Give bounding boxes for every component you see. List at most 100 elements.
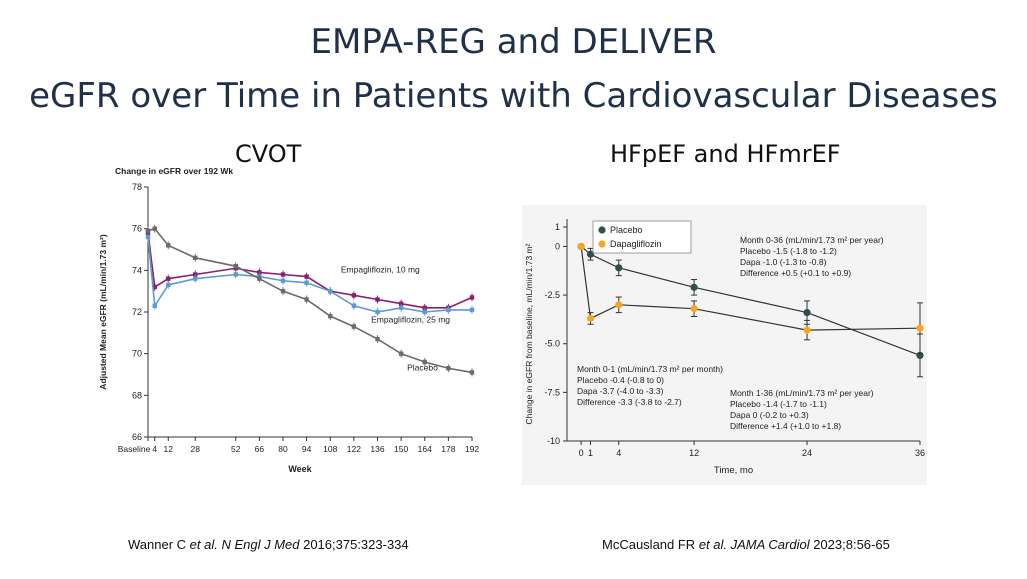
series-placebo-point	[422, 359, 427, 365]
series-empa10-point	[152, 284, 157, 290]
series-placebo-point	[166, 243, 171, 248]
x-tick-label: 12	[689, 448, 699, 458]
series-empa25-point	[166, 282, 171, 288]
citation-right-journal: et al. JAMA Cardiol	[698, 537, 810, 552]
series-empa25-point	[328, 288, 333, 294]
series-empa25-point	[375, 309, 380, 315]
series-placebo-point	[257, 276, 262, 281]
y-tick-label: 78	[132, 182, 142, 192]
slide-title-line2: eGFR over Time in Patients with Cardiova…	[29, 76, 998, 116]
series-empa25-point	[469, 307, 475, 313]
x-axis-label: Time, mo	[714, 465, 753, 476]
x-tick-label: 94	[302, 444, 312, 454]
series-placebo-point	[690, 283, 698, 291]
series-empa25-point	[351, 303, 357, 308]
y-axis-label: Adjusted Mean eGFR (mL/min/1.73 m²)	[98, 234, 108, 390]
annotation-month-0-1-line: Dapa -3.7 (-4.0 to -3.3)	[577, 386, 664, 396]
citation-right-authors: McCausland FR	[602, 537, 699, 552]
series-empa25-point	[304, 280, 309, 286]
y-tick-label: -5.0	[544, 339, 560, 349]
y-tick-label: 72	[132, 307, 142, 317]
series-placebo-line	[147, 227, 473, 374]
series-empa10-point	[375, 297, 380, 302]
annotation-empa10: Empagliflozin, 10 mg	[341, 264, 420, 274]
series-empa10-point	[280, 272, 286, 277]
y-tick-label: 70	[132, 349, 142, 359]
x-tick-label: 66	[255, 444, 265, 454]
series-dapagliflozin-point	[803, 326, 811, 334]
series-placebo-point	[233, 263, 238, 269]
citation-left-details: 2016;375:323-334	[299, 537, 409, 552]
y-tick-label: 1	[555, 222, 560, 232]
citation-left: Wanner C et al. N Engl J Med 2016;375:32…	[128, 537, 409, 552]
series-dapagliflozin-point	[916, 324, 924, 332]
series-empa10-line	[147, 232, 473, 309]
x-tick-label: 4	[152, 444, 157, 454]
x-tick-label: 1	[588, 448, 593, 458]
x-axis-label: Week	[288, 464, 312, 474]
annotation-month-0-36-line: Difference +0.5 (+0.1 to +0.9)	[740, 268, 851, 278]
series-empa25-point	[193, 276, 198, 281]
series-empa10-point	[193, 272, 198, 277]
x-tick-label: 108	[323, 444, 337, 454]
x-tick-label: 0	[579, 448, 584, 458]
x-tick-label: 122	[347, 444, 361, 454]
series-dapagliflozin-point	[586, 314, 595, 323]
annotation-month-0-36-line: Placebo -1.5 (-1.8 to -1.2)	[740, 246, 837, 256]
annotation-month-1-36-line: Difference +1.4 (+1.0 to +1.8)	[730, 421, 841, 431]
subtitle-cvot: CVOT	[235, 140, 302, 168]
series-empa10-point	[398, 301, 404, 306]
x-tick-label: 28	[191, 444, 201, 454]
series-dapagliflozin-line	[580, 246, 921, 331]
x-tick-label: 164	[418, 444, 432, 454]
y-axis-label: Change in eGFR from baseline, mL/min/1.7…	[524, 243, 534, 424]
series-placebo-point	[398, 351, 404, 356]
y-tick-label: 0	[555, 241, 560, 251]
y-tick-label: -10	[547, 436, 560, 446]
series-dapagliflozin-point	[690, 305, 698, 313]
annotation-empa25: Empagliflozin, 25 mg	[371, 314, 450, 324]
series-empa25-point	[280, 278, 286, 283]
series-placebo-point	[803, 309, 811, 317]
series-empa25-point	[422, 309, 427, 315]
series-placebo-point	[586, 250, 595, 258]
y-tick-label: 74	[132, 265, 142, 275]
x-tick-label: 36	[915, 448, 925, 458]
series-empa10-point	[166, 276, 171, 281]
x-tick-label: 192	[465, 444, 479, 454]
annotation-placebo: Placebo	[407, 362, 438, 372]
series-empa25-point	[398, 305, 404, 311]
annotation-month-0-36-line: Dapa -1.0 (-1.3 to -0.8)	[740, 257, 827, 267]
y-tick-label: -7.5	[544, 387, 560, 397]
citation-left-journal: et al. N Engl J Med	[189, 537, 300, 552]
y-tick-label: 76	[132, 224, 142, 234]
legend-dapagliflozin-marker	[598, 240, 606, 248]
x-tick-label: 12	[164, 444, 174, 454]
subtitle-hfpef: HFpEF and HFmrEF	[610, 140, 841, 168]
series-empa10-point	[257, 270, 262, 275]
series-placebo-point	[351, 324, 357, 329]
series-placebo-point	[446, 366, 451, 371]
series-empa10-point	[469, 295, 475, 300]
x-tick-label: 150	[394, 444, 408, 454]
citation-right-details: 2023;8:56-65	[809, 537, 890, 552]
x-tick-label: 80	[278, 444, 288, 454]
series-placebo-point	[304, 297, 309, 302]
annotation-month-1-36-line: Dapa 0 (-0.2 to +0.3)	[730, 410, 809, 420]
y-tick-label: -2.5	[544, 290, 560, 300]
citation-right: McCausland FR et al. JAMA Cardiol 2023;8…	[602, 537, 890, 552]
series-placebo-point	[193, 255, 198, 261]
x-tick-label: 4	[616, 448, 621, 458]
annotation-month-1-36-line: Placebo -1.4 (-1.7 to -1.1)	[730, 399, 827, 409]
legend-box	[592, 220, 692, 254]
series-placebo-point	[145, 228, 151, 233]
series-empa25-point	[152, 303, 157, 308]
annotation-month-1-36-line: Month 1-36 (mL/min/1.73 m² per year)	[730, 388, 874, 398]
series-placebo-point	[375, 336, 380, 342]
legend-dapagliflozin-label: Dapagliflozin	[610, 239, 662, 249]
series-placebo-point	[280, 288, 286, 294]
series-placebo-point	[152, 226, 157, 231]
y-tick-label: 66	[132, 432, 142, 442]
series-empa10-point	[422, 305, 427, 311]
